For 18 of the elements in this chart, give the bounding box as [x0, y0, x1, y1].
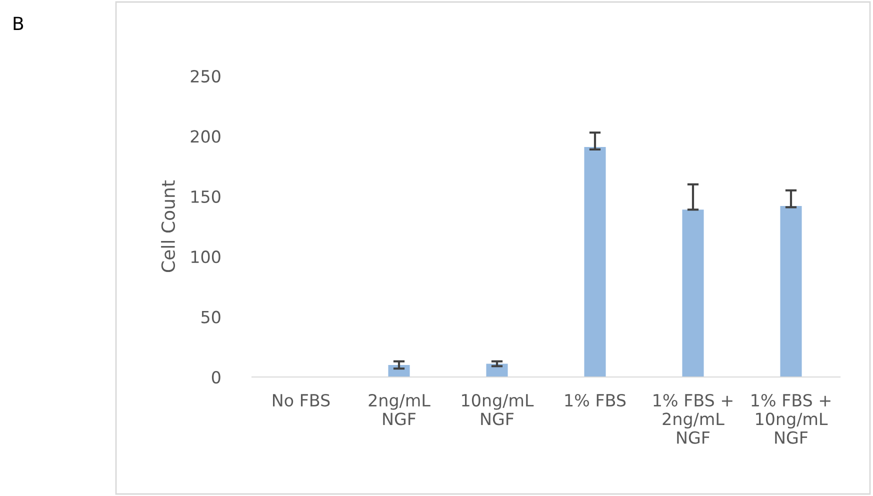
- x-tick-label: No FBS: [273, 394, 330, 407]
- y-tick-label: 200: [190, 130, 220, 143]
- y-axis-title: Cell Count: [161, 180, 176, 272]
- y-tick-label: 150: [191, 190, 220, 203]
- y-tick-label: 50: [202, 310, 220, 324]
- x-tick-label: 1% FBS: [565, 394, 626, 407]
- bar: [780, 206, 802, 377]
- x-tick-label: 10ng/mL NGF: [462, 394, 534, 426]
- bar: [682, 210, 704, 377]
- x-tick-label: 1% FBS + 10ng/mL NGF: [752, 394, 830, 444]
- y-tick-label: 0: [212, 370, 220, 384]
- text: B: [14, 16, 24, 30]
- y-tick-label: 250: [190, 70, 220, 83]
- x-tick-label: 2ng/mL NGF: [368, 394, 430, 426]
- x-tick-label: 1% FBS + 2ng/mL NGF: [654, 394, 732, 444]
- y-tick-label: 100: [191, 250, 220, 264]
- bar: [486, 364, 508, 377]
- bar: [584, 147, 606, 377]
